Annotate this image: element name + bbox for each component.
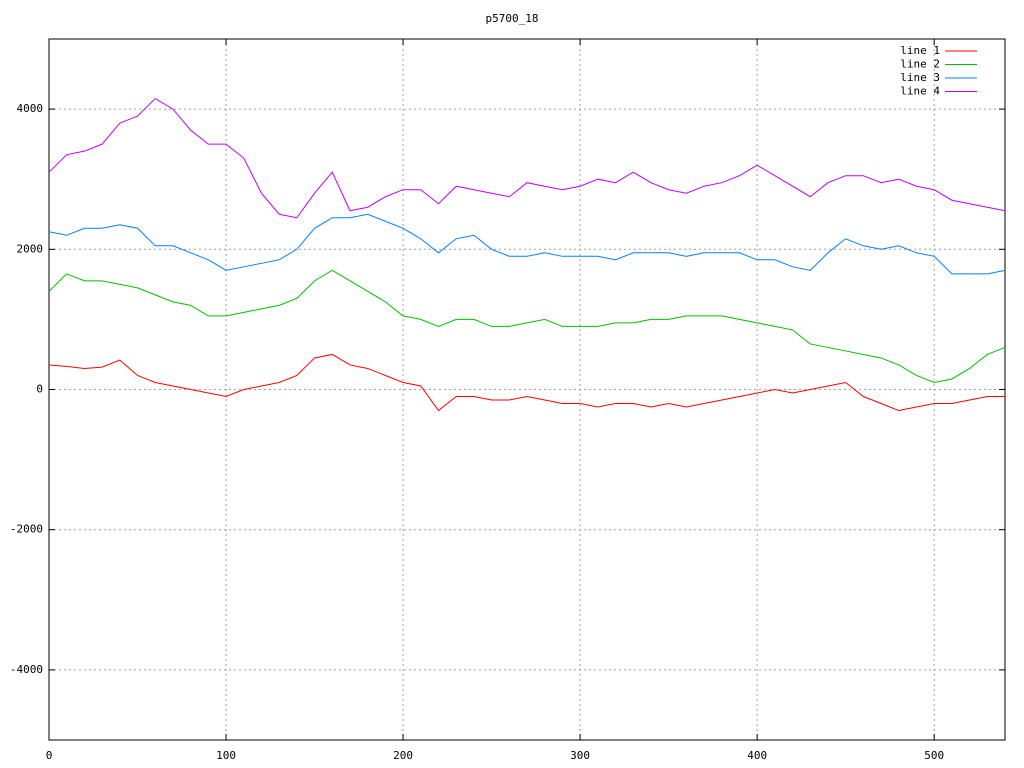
legend-label: line 3 [900,71,940,84]
data-line [48,213,1006,275]
x-tick-label: 500 [924,749,944,762]
y-tick-label: 0 [36,383,43,396]
x-tick-label: 200 [393,749,413,762]
y-tick-label: 2000 [17,242,44,255]
x-tick-label: 100 [216,749,236,762]
data-line [48,269,1006,384]
legend-label: line 2 [900,58,940,71]
chart-title: p5700_18 [486,12,539,25]
plot-border [48,38,1006,741]
data-line [48,353,1005,412]
y-tick-label: -2000 [10,523,43,536]
legend-label: line 4 [900,85,940,98]
x-tick-label: 300 [570,749,590,762]
x-tick-label: 400 [747,749,767,762]
y-tick-label: 4000 [17,102,44,115]
data-line [48,97,1006,219]
y-tick-label: -4000 [10,663,43,676]
x-tick-label: 0 [46,749,53,762]
legend-label: line 1 [900,44,940,57]
